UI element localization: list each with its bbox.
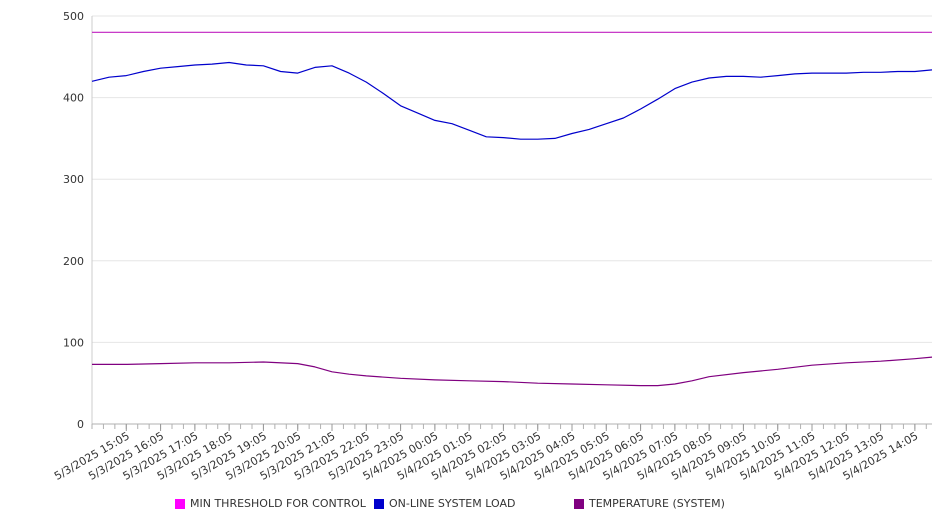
y-tick-label: 0 bbox=[77, 418, 84, 431]
y-tick-label: 500 bbox=[63, 10, 84, 23]
y-tick-label: 300 bbox=[63, 173, 84, 186]
y-tick-label: 400 bbox=[63, 92, 84, 105]
series-line-temperature-system bbox=[92, 356, 933, 387]
series-line-on-line-system-load bbox=[91, 61, 933, 140]
legend-item: TEMPERATURE (SYSTEM) bbox=[574, 497, 725, 510]
legend-swatch bbox=[374, 498, 384, 509]
legend-item: ON-LINE SYSTEM LOAD bbox=[374, 497, 515, 510]
legend-label: MIN THRESHOLD FOR CONTROL bbox=[190, 497, 366, 510]
legend-label: TEMPERATURE (SYSTEM) bbox=[589, 497, 725, 510]
legend-swatch bbox=[574, 498, 584, 509]
y-tick-label: 200 bbox=[63, 255, 84, 268]
y-tick-label: 100 bbox=[63, 336, 84, 349]
legend-item: MIN THRESHOLD FOR CONTROL bbox=[175, 497, 366, 510]
legend-swatch bbox=[175, 498, 185, 509]
legend: MIN THRESHOLD FOR CONTROL ON-LINE SYSTEM … bbox=[0, 497, 946, 515]
legend-label: ON-LINE SYSTEM LOAD bbox=[389, 497, 516, 510]
